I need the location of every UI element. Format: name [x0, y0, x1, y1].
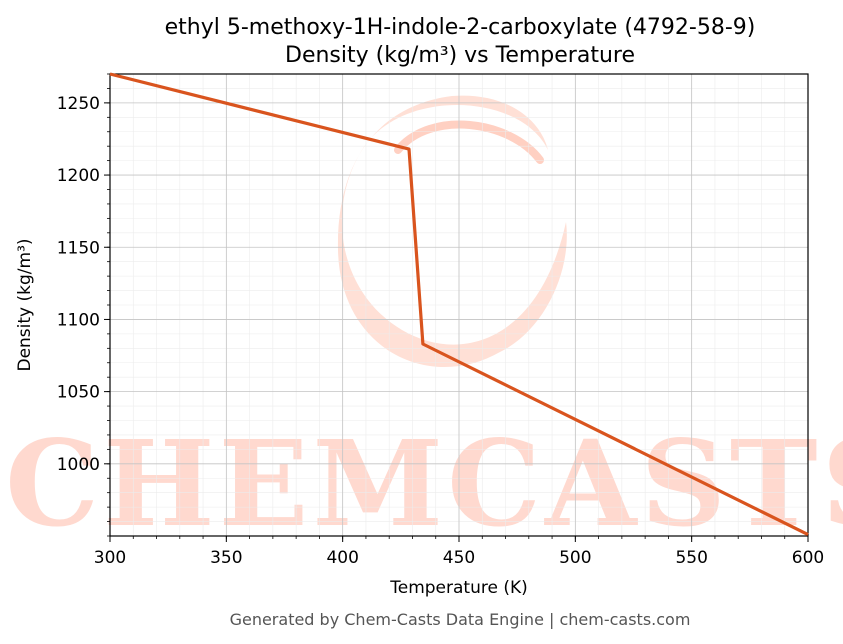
- y-tick-label: 1050: [57, 383, 100, 403]
- x-tick-label: 600: [792, 548, 824, 568]
- chemcasts-watermark: CHEMCASTS: [5, 95, 843, 553]
- y-tick-label: 1250: [57, 94, 100, 114]
- watermark-swirl-icon: [337, 95, 567, 368]
- x-tick-label: 500: [559, 548, 591, 568]
- density-series-line: [109, 72, 809, 537]
- y-axis-label: Density (kg/m³): [15, 238, 35, 371]
- y-tick-label: 1100: [57, 310, 100, 330]
- x-tick-label: 450: [443, 548, 475, 568]
- chart-subtitle: Density (kg/m³) vs Temperature: [285, 43, 635, 68]
- x-tick-label: 550: [675, 548, 707, 568]
- x-tick-label: 300: [94, 548, 126, 568]
- chart-title: ethyl 5-methoxy-1H-indole-2-carboxylate …: [165, 15, 756, 40]
- y-axis-ticks: 1000 1050 1100 1150 1200 1250: [57, 73, 110, 537]
- x-axis-ticks: 300 350 400 450 500 550 600: [94, 536, 824, 568]
- x-tick-label: 350: [210, 548, 242, 568]
- footer-credit: Generated by Chem-Casts Data Engine | ch…: [230, 610, 691, 629]
- y-tick-label: 1200: [57, 166, 100, 186]
- x-axis-label: Temperature (K): [389, 578, 528, 598]
- series-layer: [109, 72, 809, 537]
- y-tick-label: 1150: [57, 238, 100, 258]
- x-tick-label: 400: [326, 548, 358, 568]
- y-tick-label: 1000: [57, 455, 100, 475]
